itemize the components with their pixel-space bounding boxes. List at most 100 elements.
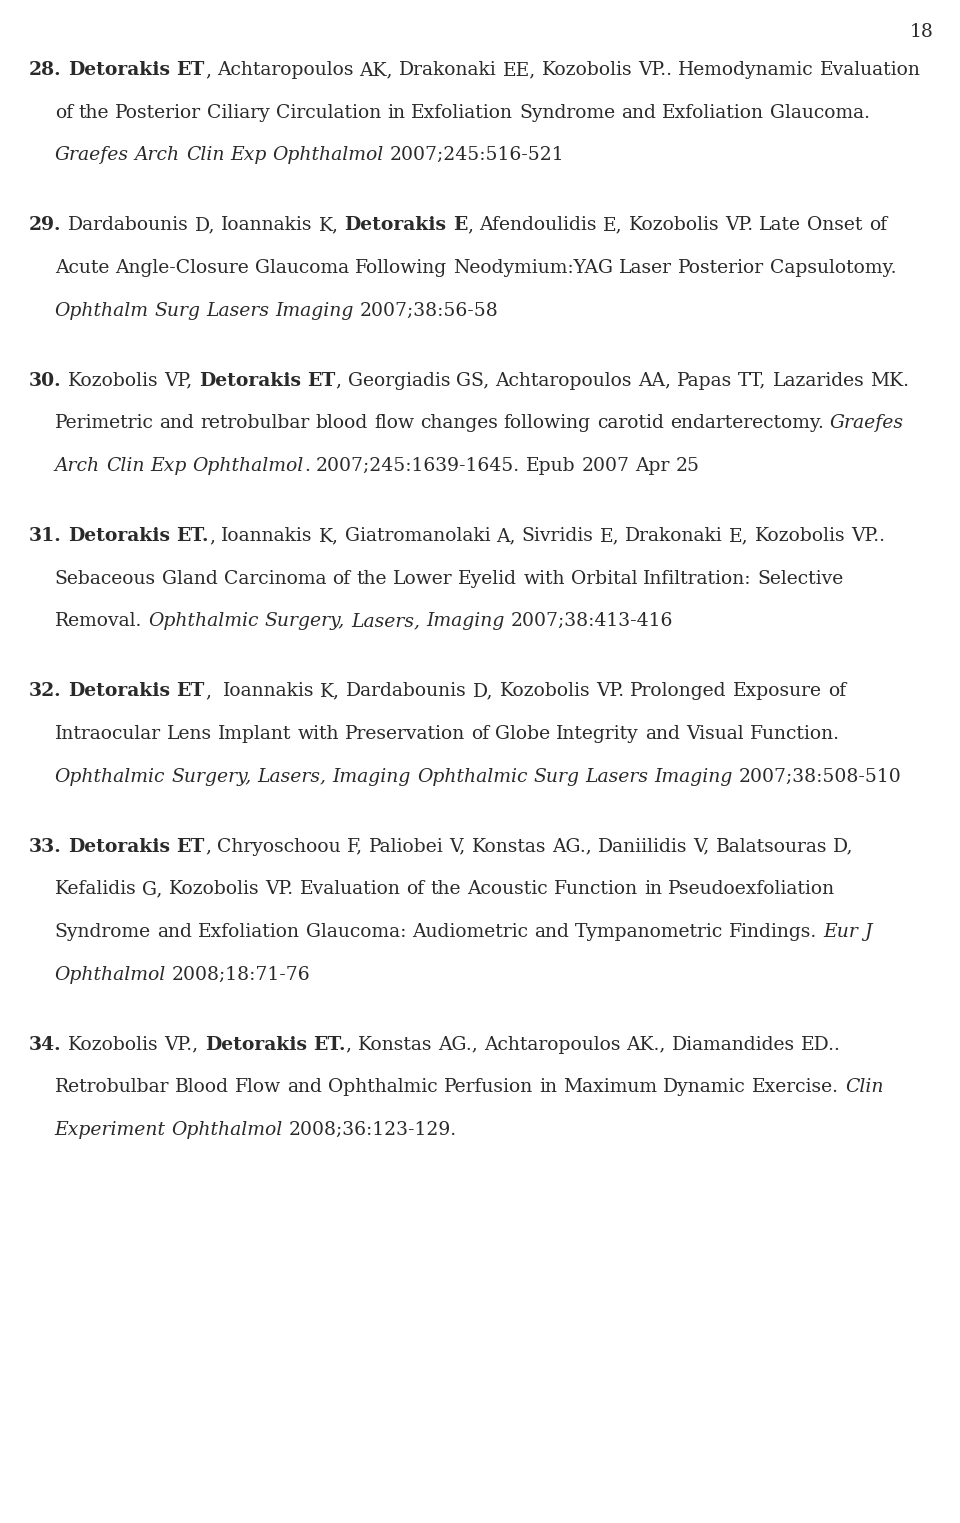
Text: blood: blood [316,414,368,433]
Text: 2007: 2007 [582,457,630,475]
Text: Tympanometric: Tympanometric [575,923,723,941]
Text: Detorakis: Detorakis [68,682,170,701]
Text: Imaging: Imaging [655,768,732,786]
Text: VP..: VP.. [852,527,885,545]
Text: E,: E, [603,216,622,235]
Text: Glaucoma:: Glaucoma: [305,923,406,941]
Text: Visual: Visual [686,725,744,743]
Text: Findings.: Findings. [730,923,818,941]
Text: of: of [869,216,887,235]
Text: Surg: Surg [155,302,201,320]
Text: Surg: Surg [534,768,579,786]
Text: and: and [534,923,569,941]
Text: V,: V, [693,838,709,856]
Text: Eur: Eur [824,923,858,941]
Text: Ioannakis: Ioannakis [221,216,313,235]
Text: Lazarides: Lazarides [773,372,864,390]
Text: Ophthalmol: Ophthalmol [193,457,304,475]
Text: Glaucoma: Glaucoma [254,259,349,277]
Text: AA,: AA, [638,372,671,390]
Text: Perimetric: Perimetric [55,414,154,433]
Text: ET: ET [177,838,204,856]
Text: 31.: 31. [29,527,61,545]
Text: Ciliary: Ciliary [207,104,270,122]
Text: Posterior: Posterior [678,259,764,277]
Text: Drakonaki: Drakonaki [625,527,723,545]
Text: Afendoulidis: Afendoulidis [479,216,597,235]
Text: G,: G, [142,880,163,899]
Text: Arch: Arch [55,457,100,475]
Text: Evaluation: Evaluation [300,880,400,899]
Text: Orbital: Orbital [571,570,637,588]
Text: D,: D, [833,838,853,856]
Text: Detorakis: Detorakis [199,372,300,390]
Text: Clin: Clin [106,457,144,475]
Text: Selective: Selective [757,570,844,588]
Text: Sivridis: Sivridis [521,527,593,545]
Text: 2007;38:56-58: 2007;38:56-58 [360,302,499,320]
Text: Carcinoma: Carcinoma [224,570,326,588]
Text: Prolonged: Prolonged [631,682,727,701]
Text: Pseudoexfoliation: Pseudoexfoliation [668,880,835,899]
Text: Acoustic: Acoustic [468,880,548,899]
Text: retrobulbar: retrobulbar [201,414,310,433]
Text: Ophthalmol: Ophthalmol [273,146,384,164]
Text: Kefalidis: Kefalidis [55,880,136,899]
Text: and: and [645,725,680,743]
Text: and: and [159,414,195,433]
Text: Lens: Lens [167,725,212,743]
Text: flow: flow [374,414,414,433]
Text: Arch: Arch [134,146,180,164]
Text: the: the [431,880,461,899]
Text: Ioannakis: Ioannakis [223,682,314,701]
Text: TT,: TT, [738,372,766,390]
Text: changes: changes [420,414,498,433]
Text: Kozobolis: Kozobolis [755,527,845,545]
Text: of: of [332,570,350,588]
Text: Lower: Lower [393,570,452,588]
Text: K,: K, [321,682,340,701]
Text: of: of [471,725,490,743]
Text: Infiltration:: Infiltration: [643,570,752,588]
Text: ET: ET [177,61,204,79]
Text: ,: , [204,838,211,856]
Text: ,: , [336,372,342,390]
Text: Kozobolis: Kozobolis [169,880,259,899]
Text: ,: , [209,527,215,545]
Text: AG.,: AG., [552,838,592,856]
Text: K,: K, [319,216,339,235]
Text: Onset: Onset [807,216,863,235]
Text: Retrobulbar: Retrobulbar [55,1078,169,1097]
Text: in: in [388,104,405,122]
Text: ET.: ET. [177,527,209,545]
Text: in: in [644,880,661,899]
Text: V,: V, [449,838,466,856]
Text: Kozobolis: Kozobolis [68,1036,158,1054]
Text: Achtaropoulos: Achtaropoulos [495,372,632,390]
Text: Exp: Exp [151,457,186,475]
Text: VP.: VP. [266,880,294,899]
Text: 2008;36:123-129.: 2008;36:123-129. [289,1121,457,1139]
Text: Imaging: Imaging [332,768,411,786]
Text: Ophthalmic: Ophthalmic [417,768,527,786]
Text: Konstas: Konstas [471,838,546,856]
Text: and: and [621,104,657,122]
Text: E,: E, [729,527,749,545]
Text: D,: D, [195,216,215,235]
Text: 2007;38:413-416: 2007;38:413-416 [510,612,673,631]
Text: 34.: 34. [29,1036,61,1054]
Text: Function.: Function. [750,725,840,743]
Text: 18: 18 [910,23,933,41]
Text: of: of [406,880,424,899]
Text: Flow: Flow [235,1078,281,1097]
Text: Imaging: Imaging [276,302,354,320]
Text: 2007;38:508-510: 2007;38:508-510 [739,768,901,786]
Text: Dynamic: Dynamic [663,1078,746,1097]
Text: Exp: Exp [230,146,267,164]
Text: Ophthalmol: Ophthalmol [55,966,166,984]
Text: Ophthalmic: Ophthalmic [328,1078,438,1097]
Text: and: and [287,1078,323,1097]
Text: Perfusion: Perfusion [444,1078,533,1097]
Text: 2007;245:516-521: 2007;245:516-521 [390,146,564,164]
Text: Surgery,: Surgery, [171,768,252,786]
